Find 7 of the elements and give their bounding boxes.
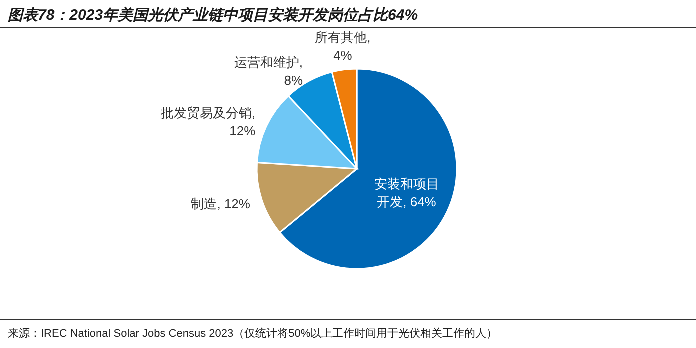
source-note: 来源：IREC National Solar Jobs Census 2023（仅统计将50%以上工作时间用于光伏相关工作的人） xyxy=(8,327,498,340)
slice-label: 制造, 12% xyxy=(191,196,251,212)
chart-title: 图表78：2023年美国光伏产业链中项目安装开发岗位占比64% xyxy=(8,6,418,24)
slice-label: 运营和维护, 8% xyxy=(234,54,304,88)
slice-label: 安装和项目开发, 64% xyxy=(374,176,440,210)
slice-label: 批发贸易及分销, 12% xyxy=(161,105,256,138)
slice-label: 所有其他, 4% xyxy=(315,30,371,63)
